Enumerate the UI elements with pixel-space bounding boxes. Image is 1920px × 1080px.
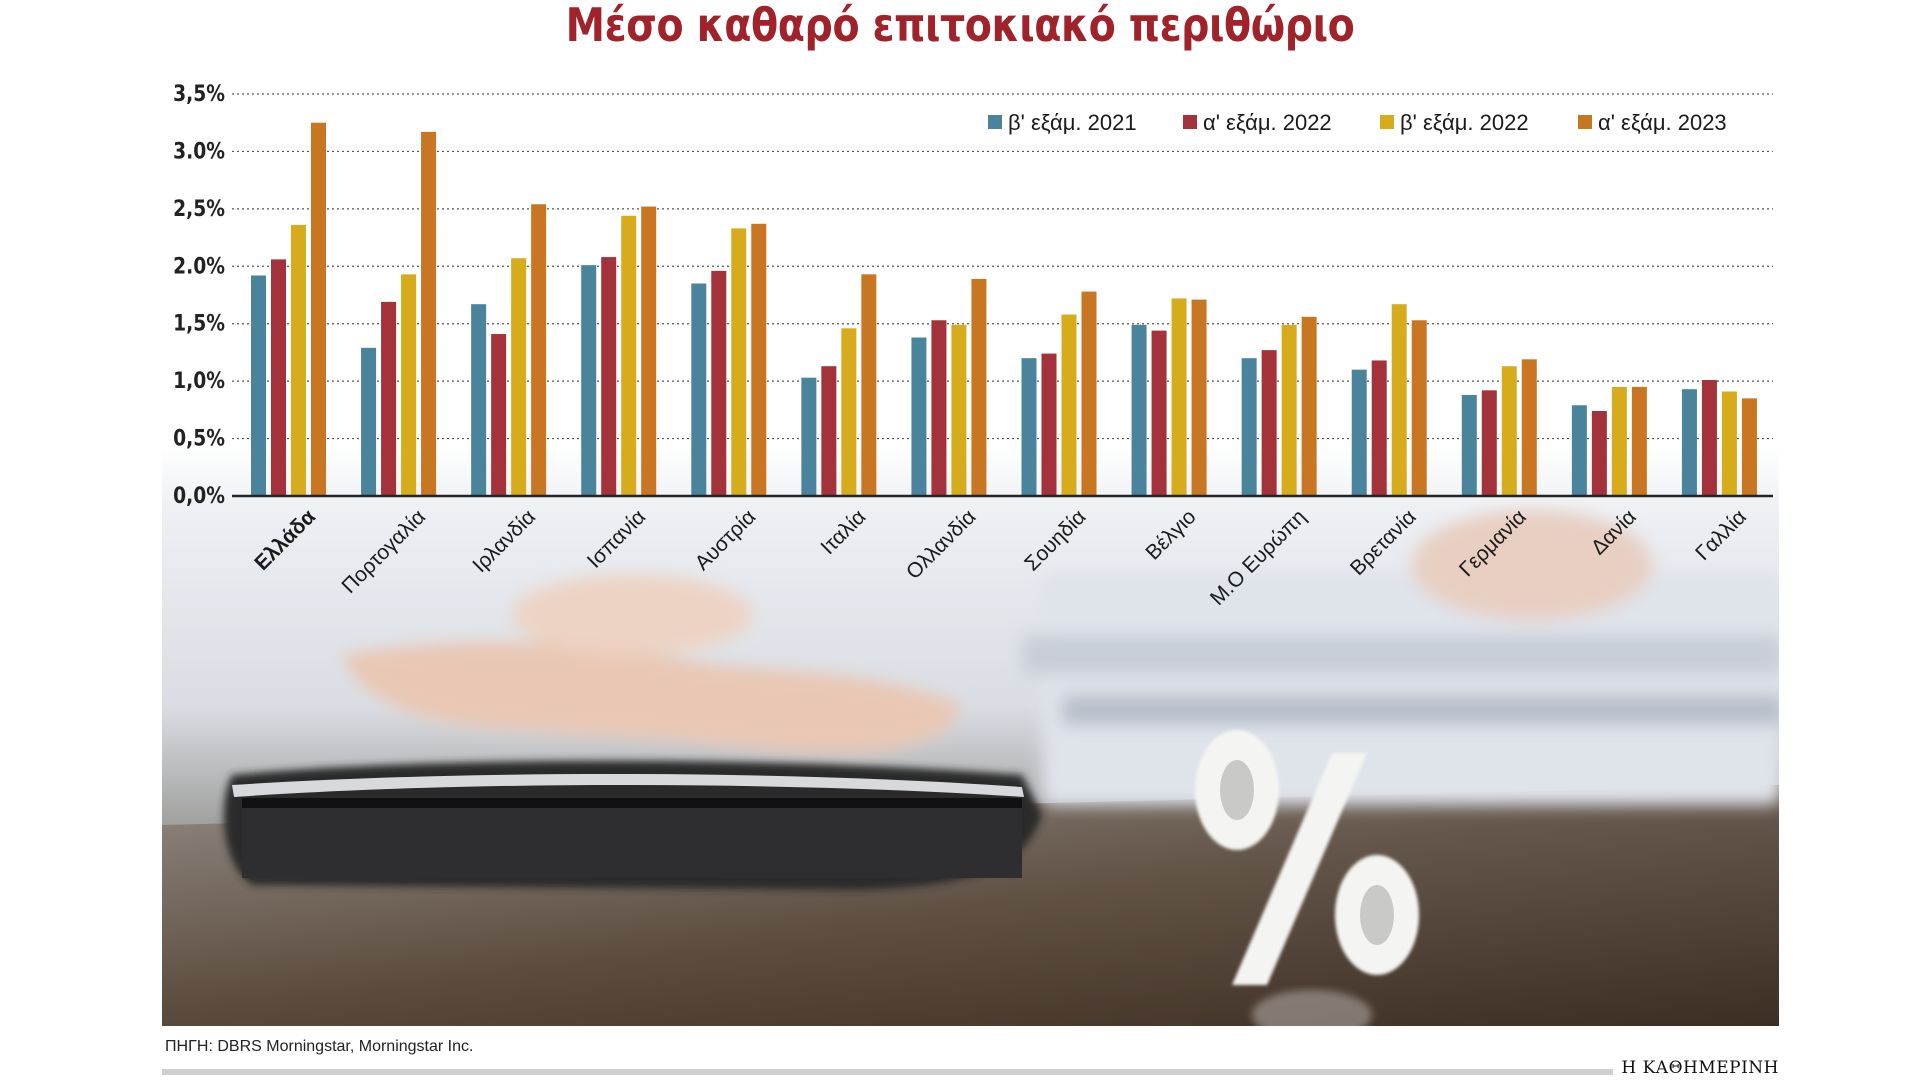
x-axis-tick-labels: Ελλάδα Πορτογαλία Ιρλανδία Ισπανία Αυστρία Ιτ… xyxy=(250,505,1751,610)
x-tick-label: Γερμανία xyxy=(1455,505,1531,581)
bar xyxy=(1571,405,1587,496)
legend-swatch xyxy=(1578,115,1592,129)
bar xyxy=(1481,390,1497,496)
x-tick-label: Γαλλία xyxy=(1691,505,1751,565)
bar xyxy=(1171,298,1187,496)
bar xyxy=(401,274,417,496)
legend-swatch xyxy=(1183,115,1197,129)
bar xyxy=(1281,324,1297,496)
bar xyxy=(691,283,707,496)
bar xyxy=(931,320,947,496)
source-note: ΠΗΓΗ: DBRS Morningstar, Morningstar Inc. xyxy=(165,1038,474,1055)
bar xyxy=(1501,366,1517,496)
bar xyxy=(1191,299,1207,496)
bar xyxy=(1391,304,1407,496)
bar xyxy=(1741,398,1757,496)
bar xyxy=(1371,360,1387,496)
legend-label: α' εξάμ. 2023 xyxy=(1598,110,1727,135)
bar xyxy=(621,215,637,496)
x-tick-label: Βρετανία xyxy=(1346,505,1421,580)
bar xyxy=(1411,320,1427,496)
y-tick-label: 2,5% xyxy=(173,195,225,221)
bar xyxy=(1061,314,1077,496)
y-tick-label: 1,5% xyxy=(173,310,225,336)
bar xyxy=(381,301,397,496)
bar xyxy=(911,337,927,496)
bar xyxy=(581,265,597,496)
bar xyxy=(1241,358,1257,496)
legend-label: β' εξάμ. 2022 xyxy=(1400,110,1529,135)
bar xyxy=(641,206,657,496)
bar xyxy=(1021,358,1037,496)
legend-swatch xyxy=(1380,115,1394,129)
chart-title: Μέσο καθαρό επιτοκιακό περιθώριο xyxy=(565,0,1355,52)
bar xyxy=(531,204,547,496)
bar xyxy=(711,270,727,496)
gridlines xyxy=(232,93,1773,440)
x-tick-label: Δανία xyxy=(1587,505,1641,559)
bar xyxy=(861,274,877,496)
bar xyxy=(1301,316,1317,496)
bar xyxy=(841,328,857,496)
bar xyxy=(821,366,837,496)
bar xyxy=(471,304,487,496)
bar xyxy=(1081,291,1097,496)
bar xyxy=(291,224,306,497)
x-tick-label: Ιταλία xyxy=(816,505,870,559)
y-tick-label: 2.0% xyxy=(173,253,225,279)
x-tick-label: Βέλγιο xyxy=(1141,505,1200,564)
y-tick-label: 3,5% xyxy=(173,81,225,107)
bar xyxy=(731,228,747,496)
bar xyxy=(801,377,817,496)
x-tick-label: Ελλάδα xyxy=(250,505,320,575)
bar xyxy=(491,334,507,496)
y-axis-tick-labels: 0,0% 0,5% 1,0% 1,5% 2.0% 2,5% 3.0% 3,5% xyxy=(173,81,225,509)
publisher-brand: Η ΚΑΘΗΜΕΡΙΝΗ xyxy=(1613,1058,1779,1078)
x-tick-label: Αυστρία xyxy=(691,505,761,575)
footer-rule xyxy=(162,1069,1779,1075)
x-tick-label: Μ.Ο Ευρώπη xyxy=(1206,505,1311,610)
bar xyxy=(511,258,527,496)
bar xyxy=(1351,369,1367,496)
bar xyxy=(1461,394,1477,496)
bar xyxy=(751,223,767,496)
bars xyxy=(251,122,1757,497)
bar xyxy=(1721,391,1737,496)
background-photo xyxy=(162,445,1779,1026)
legend-swatch xyxy=(988,115,1002,129)
bar xyxy=(1131,324,1147,496)
bar-chart: 0,0% 0,5% 1,0% 1,5% 2.0% 2,5% 3.0% 3,5% Ελλάδα Π… xyxy=(173,81,1773,610)
y-tick-label: 1,0% xyxy=(173,368,225,394)
bar xyxy=(361,347,377,496)
bar xyxy=(601,257,617,496)
legend-label: α' εξάμ. 2022 xyxy=(1203,110,1332,135)
bar xyxy=(421,131,437,496)
bar xyxy=(1261,350,1277,496)
bar xyxy=(1631,386,1647,496)
bar xyxy=(1701,379,1717,496)
x-tick-label: Ισπανία xyxy=(583,505,650,572)
bar xyxy=(251,275,266,496)
legend: β' εξάμ. 2021 α' εξάμ. 2022 β' εξάμ. 2022 α… xyxy=(988,110,1727,135)
x-tick-label: Σουηδία xyxy=(1020,505,1090,575)
legend-label: β' εξάμ. 2021 xyxy=(1008,110,1137,135)
y-tick-label: 0,0% xyxy=(173,483,225,509)
y-tick-label: 0,5% xyxy=(173,425,225,451)
bar xyxy=(1521,359,1537,496)
x-tick-label: Πορτογαλία xyxy=(337,505,430,598)
bar xyxy=(951,324,967,496)
x-tick-label: Ιρλανδία xyxy=(468,505,540,577)
bar xyxy=(971,278,987,496)
bar xyxy=(1151,330,1167,496)
calculator-percent-photo xyxy=(162,445,1779,1026)
bar xyxy=(311,122,326,496)
bar xyxy=(1611,386,1627,496)
bar xyxy=(1681,389,1697,496)
bar xyxy=(271,259,286,496)
bar xyxy=(1041,353,1057,496)
bar xyxy=(1591,411,1607,496)
x-tick-label: Ολλανδία xyxy=(902,505,981,584)
y-tick-label: 3.0% xyxy=(173,138,225,164)
